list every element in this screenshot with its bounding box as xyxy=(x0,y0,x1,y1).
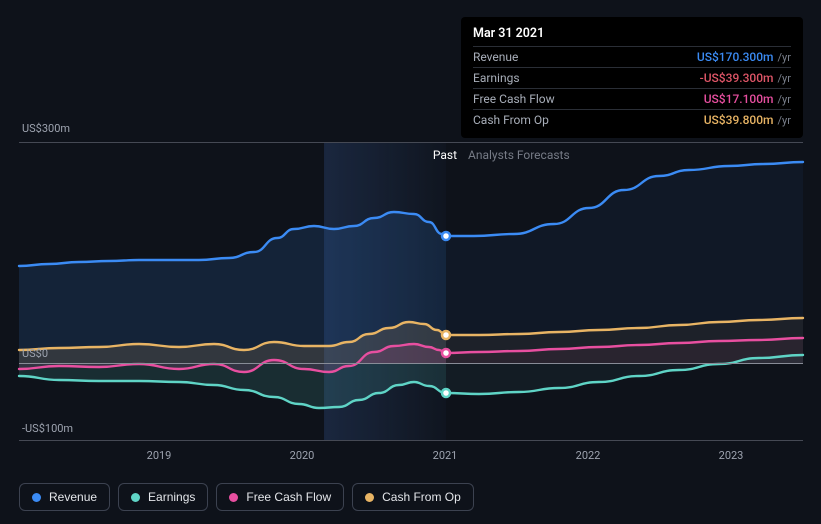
tooltip-row-label: Cash From Op xyxy=(473,113,549,127)
legend-dot-icon xyxy=(365,493,374,502)
legend-label: Revenue xyxy=(49,490,97,504)
tooltip-row: Cash From Op US$39.800m/yr xyxy=(473,109,791,130)
hover-marker xyxy=(442,389,450,397)
chart-area: Past Analysts Forecasts Mar 31 2021 Reve… xyxy=(19,0,803,462)
y-axis-tick-label: US$0 xyxy=(22,347,48,360)
tooltip-row-label: Revenue xyxy=(473,50,518,64)
legend-dot-icon xyxy=(229,493,238,502)
tooltip-row-unit: /yr xyxy=(778,51,791,64)
tooltip-row: Earnings -US$39.300m/yr xyxy=(473,67,791,88)
tooltip-row: Revenue US$170.300m/yr xyxy=(473,46,791,67)
x-axis-tick-label: 2019 xyxy=(147,449,172,462)
y-axis-tick-label: -US$100m xyxy=(22,422,73,435)
tooltip-row-value: US$39.800m xyxy=(704,113,774,127)
hover-tooltip: Mar 31 2021 RevenueUS$170.300m/yrEarning… xyxy=(461,17,803,138)
legend-dot-icon xyxy=(131,493,140,502)
y-axis-tick-label: US$300m xyxy=(22,122,70,135)
tooltip-row-unit: /yr xyxy=(778,72,791,85)
legend-toggle-cash-from-op[interactable]: Cash From Op xyxy=(352,483,474,511)
tooltip-row-value: US$17.100m xyxy=(704,92,774,106)
tooltip-row-value: US$170.300m xyxy=(697,50,774,64)
legend-label: Earnings xyxy=(148,490,195,504)
tooltip-date: Mar 31 2021 xyxy=(473,26,791,41)
legend-toggle-free-cash-flow[interactable]: Free Cash Flow xyxy=(216,483,344,511)
tooltip-row-unit: /yr xyxy=(778,114,791,127)
top-gridline xyxy=(19,142,803,143)
tooltip-row-unit: /yr xyxy=(778,93,791,106)
x-axis-tick-label: 2021 xyxy=(433,449,458,462)
x-axis-tick-label: 2020 xyxy=(290,449,315,462)
tooltip-row-label: Free Cash Flow xyxy=(473,92,555,106)
hover-marker xyxy=(442,331,450,339)
x-axis-tick-label: 2022 xyxy=(576,449,601,462)
legend: Revenue Earnings Free Cash Flow Cash From O… xyxy=(19,483,474,511)
x-axis-tick-label: 2023 xyxy=(719,449,744,462)
tooltip-row: Free Cash Flow US$17.100m/yr xyxy=(473,88,791,109)
tooltip-row-value: -US$39.300m xyxy=(700,71,774,85)
legend-dot-icon xyxy=(32,493,41,502)
legend-toggle-earnings[interactable]: Earnings xyxy=(118,483,208,511)
legend-label: Free Cash Flow xyxy=(246,490,331,504)
legend-label: Cash From Op xyxy=(382,490,461,504)
bottom-gridline xyxy=(19,440,803,441)
hover-marker xyxy=(442,232,450,240)
zero-baseline xyxy=(19,363,803,364)
hover-marker xyxy=(442,349,450,357)
tooltip-row-label: Earnings xyxy=(473,71,520,85)
legend-toggle-revenue[interactable]: Revenue xyxy=(19,483,110,511)
